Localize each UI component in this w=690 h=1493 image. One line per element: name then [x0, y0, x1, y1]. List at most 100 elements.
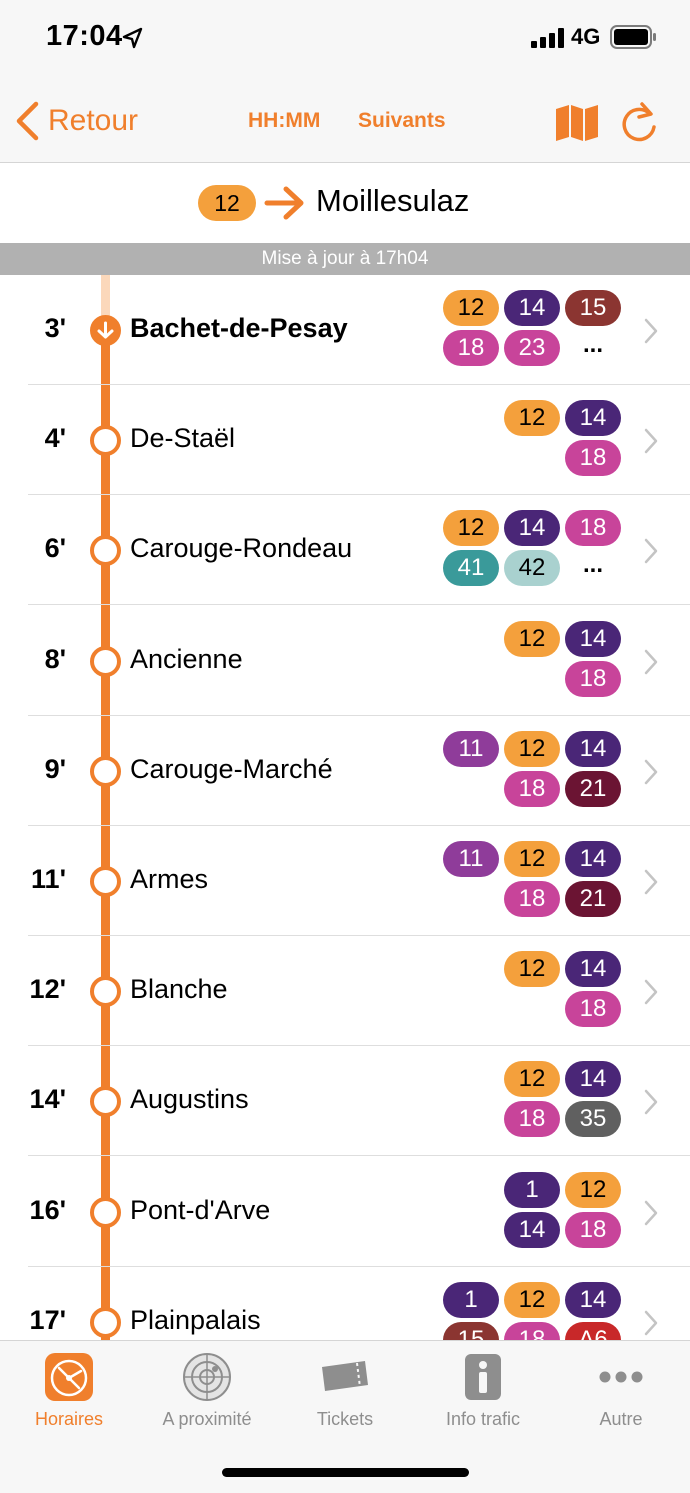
status-bar: 17:04 4G: [0, 0, 690, 75]
refresh-icon[interactable]: [620, 101, 660, 145]
stop-row[interactable]: 17' Plainpalais 1 12 14 15 18 A6: [0, 1267, 690, 1340]
stop-name: Pont-d'Arve: [130, 1194, 271, 1225]
tab-horaires[interactable]: Horaires: [0, 1351, 138, 1441]
row-divider: [28, 1265, 690, 1267]
stop-row[interactable]: 14' Augustins 12 14 18 35: [0, 1046, 690, 1157]
line-badge: 14: [565, 1281, 621, 1318]
location-arrow-icon: [122, 27, 143, 49]
line-badge: 18: [504, 1321, 560, 1340]
line-badge: 12: [504, 841, 560, 877]
line-badge: 12: [504, 1061, 560, 1098]
more-lines-indicator: ...: [582, 551, 603, 579]
stop-row[interactable]: 16' Pont-d'Arve 1 12 14 18: [0, 1157, 690, 1267]
chevron-right-icon: [644, 428, 658, 454]
line-badge: 14: [504, 290, 560, 326]
tab-label: Tickets: [316, 1409, 374, 1429]
line-badge: 12: [504, 1281, 560, 1318]
line-badge: 14: [565, 620, 621, 657]
row-divider: [28, 494, 690, 496]
ticket-icon: [322, 1361, 368, 1391]
departure-time: 6': [44, 533, 66, 564]
line-badge: 14: [565, 1061, 621, 1098]
chevron-right-icon: [644, 869, 658, 895]
back-button[interactable]: Retour: [14, 99, 138, 143]
line-badge: 12: [504, 951, 560, 988]
radar-icon: [183, 1353, 231, 1401]
arrow-down-icon: [97, 321, 114, 339]
row-divider: [28, 384, 690, 385]
time-picker-button[interactable]: HH:MM: [248, 109, 321, 132]
departure-time: 14': [29, 1084, 66, 1115]
line-badge: 18: [443, 330, 499, 366]
stop-row[interactable]: 11' Armes 11 12 14 18 21: [0, 826, 690, 936]
stop-row[interactable]: 8' Ancienne 12 14 18: [0, 606, 690, 716]
stop-name: Armes: [130, 864, 209, 894]
chevron-right-icon: [644, 1310, 658, 1336]
tab-label: A proximité: [162, 1409, 252, 1429]
route-line-track: [101, 332, 110, 1340]
map-icon[interactable]: [555, 104, 599, 142]
route-header: 12 Moillesulaz: [0, 163, 690, 243]
schedule-icon: [45, 1353, 93, 1401]
tab-info-trafic[interactable]: Info trafic: [414, 1351, 552, 1441]
stop-row[interactable]: 6' Carouge-Rondeau 12 14 18 41 42...: [0, 495, 690, 606]
line-badge: 18: [565, 1211, 621, 1248]
line-badge: 12: [443, 290, 499, 326]
stop-name: Ancienne: [130, 643, 243, 674]
stop-name: Plainpalais: [130, 1304, 261, 1335]
line-badge: 14: [565, 951, 621, 988]
stop-marker: [90, 866, 121, 897]
departure-time: 16': [29, 1194, 66, 1225]
departure-time: 9': [44, 753, 66, 784]
line-badge: 15: [443, 1321, 499, 1340]
departure-time: 8': [44, 643, 66, 674]
tab-bar: Horaires A proximité Tickets Info trafic: [0, 1340, 690, 1493]
tab-tickets[interactable]: Tickets: [276, 1351, 414, 1441]
line-badge: 21: [565, 770, 621, 807]
chevron-right-icon: [644, 649, 658, 674]
tab-a-proximite[interactable]: A proximité: [138, 1351, 276, 1441]
row-divider: [28, 1045, 690, 1047]
departure-time: 17': [29, 1304, 66, 1335]
line-badge: 18: [565, 991, 621, 1028]
home-indicator: [222, 1468, 469, 1477]
departure-time: 11': [31, 864, 66, 894]
line-badge: 42: [504, 550, 560, 587]
chevron-right-icon: [644, 979, 658, 1005]
line-badge: 23: [504, 330, 560, 366]
chevron-right-icon: [644, 759, 658, 785]
stop-row[interactable]: 4' De-Staël 12 14 18: [0, 385, 690, 496]
stop-list[interactable]: 3' Bachet-de-Pesay 12 14 15 18 23... 4' De-Staël…: [0, 275, 690, 1340]
line-badge: 18: [504, 770, 560, 807]
stop-row[interactable]: 12' Blanche 12 14 18: [0, 936, 690, 1047]
tab-label: Autre: [599, 1409, 643, 1429]
route-line-track-passed: [101, 275, 110, 332]
row-divider: [28, 935, 690, 936]
stop-row[interactable]: 3' Bachet-de-Pesay 12 14 15 18 23...: [0, 275, 690, 385]
line-badge: 12: [443, 510, 499, 547]
next-departures-button[interactable]: Suivants: [358, 109, 446, 132]
route-destination: Moillesulaz: [316, 183, 470, 218]
stop-row[interactable]: 9' Carouge-Marché 11 12 14 18 21: [0, 716, 690, 826]
line-badge: 35: [565, 1101, 621, 1138]
back-label: Retour: [48, 104, 139, 137]
stop-marker: [90, 1306, 121, 1338]
stop-marker: [90, 1196, 121, 1228]
tab-label: Info trafic: [445, 1409, 521, 1429]
line-badge: 18: [565, 440, 621, 477]
tab-autre[interactable]: Autre: [552, 1351, 690, 1441]
line-badge: 41: [443, 550, 499, 587]
departure-time: 3': [44, 313, 66, 343]
row-divider: [28, 714, 690, 716]
tab-label: Horaires: [34, 1409, 104, 1429]
network-type: 4G: [571, 24, 601, 49]
stop-name: De-Staël: [130, 423, 236, 454]
line-badge: 11: [443, 841, 499, 877]
line-badge: 14: [504, 510, 560, 547]
info-icon: [465, 1354, 501, 1400]
more-lines-indicator: ...: [582, 331, 603, 358]
update-status-bar: Mise à jour à 17h04: [0, 243, 690, 275]
route-line-badge: 12: [198, 185, 256, 221]
stop-name: Augustins: [130, 1084, 249, 1115]
row-divider: [28, 604, 690, 606]
